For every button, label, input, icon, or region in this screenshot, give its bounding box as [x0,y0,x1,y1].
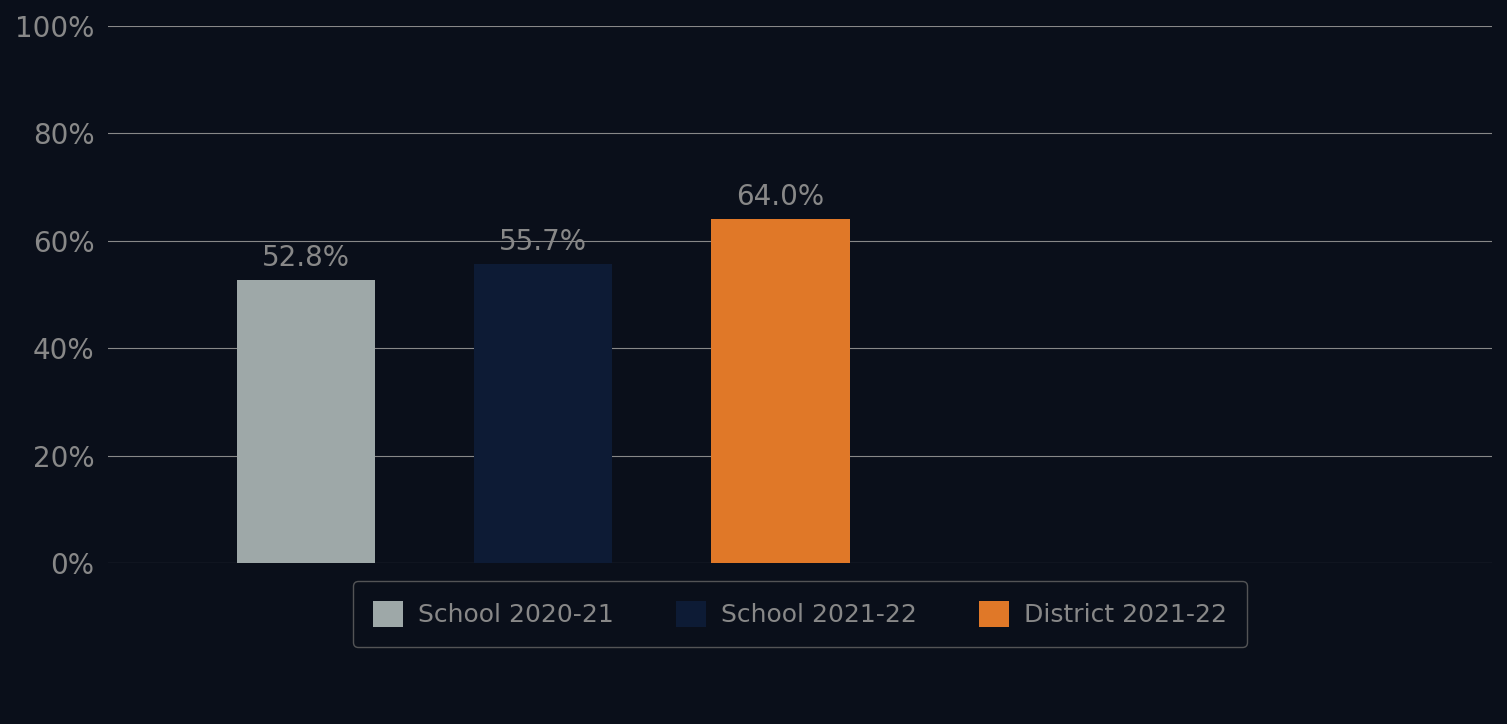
Text: 64.0%: 64.0% [737,183,824,211]
Text: 52.8%: 52.8% [262,243,350,272]
Legend: School 2020-21, School 2021-22, District 2021-22: School 2020-21, School 2021-22, District… [353,581,1248,647]
Bar [711,219,850,563]
Bar [237,279,375,563]
Text: 55.7%: 55.7% [499,228,588,256]
Bar [475,264,612,563]
